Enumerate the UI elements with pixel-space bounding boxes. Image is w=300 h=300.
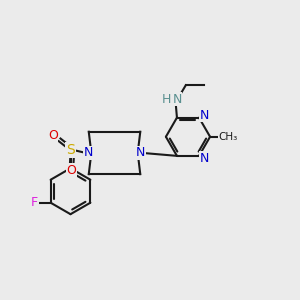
- Text: O: O: [48, 129, 58, 142]
- Text: N: N: [172, 93, 182, 106]
- Text: H: H: [162, 93, 171, 106]
- Text: CH₃: CH₃: [218, 132, 237, 142]
- Text: O: O: [67, 164, 76, 177]
- Text: N: N: [199, 109, 209, 122]
- Text: N: N: [136, 146, 145, 159]
- Text: S: S: [66, 143, 75, 157]
- Text: N: N: [84, 146, 93, 159]
- Text: N: N: [199, 152, 209, 165]
- Text: F: F: [31, 196, 38, 209]
